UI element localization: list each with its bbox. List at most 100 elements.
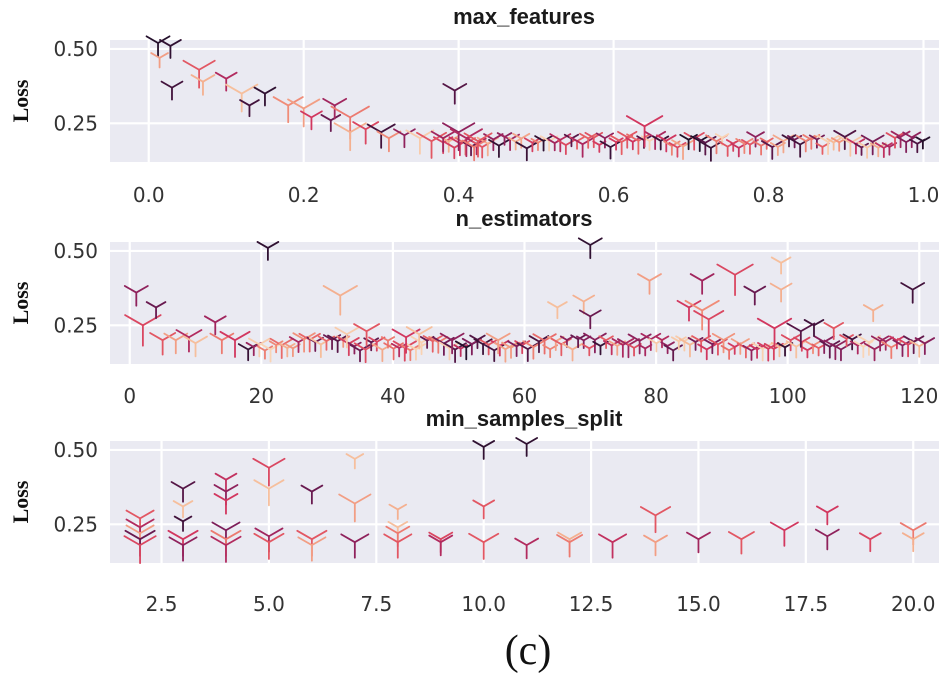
data-point	[595, 132, 615, 149]
data-point	[405, 343, 426, 361]
data-point	[727, 531, 755, 555]
data-point	[183, 335, 208, 358]
data-point	[870, 335, 890, 352]
data-point	[334, 326, 360, 349]
panel-title: min_samples_split	[426, 406, 624, 431]
data-point	[472, 440, 496, 460]
data-point	[287, 98, 321, 128]
data-point	[322, 285, 358, 316]
data-point	[170, 481, 196, 503]
x-tick-label: 0.2	[288, 183, 320, 207]
data-point	[145, 35, 171, 58]
plot-area	[110, 40, 939, 162]
data-point	[383, 342, 404, 361]
data-point	[770, 256, 792, 275]
data-point	[572, 294, 596, 315]
data-point	[345, 453, 365, 470]
data-point	[213, 493, 239, 515]
data-point	[578, 309, 602, 330]
data-point	[637, 273, 662, 295]
y-tick-label: 0.50	[53, 438, 98, 462]
x-tick-label: 10.0	[461, 592, 506, 616]
data-point	[684, 299, 720, 331]
figure-caption: (c)	[505, 628, 552, 674]
n-estimators-panel: 0 20 40 60 80 100 120 0.25 0.50 n_estimators Lo…	[8, 206, 939, 408]
data-point	[914, 337, 936, 356]
data-point	[210, 535, 242, 563]
data-point	[300, 484, 324, 505]
data-point	[515, 437, 538, 457]
data-point	[391, 328, 421, 354]
y-tick-labels: 0.25 0.50	[53, 37, 98, 135]
x-tick-label: 40	[380, 384, 405, 408]
x-tick-labels: 0 20 40 60 80 100 120	[123, 384, 938, 408]
data-point	[842, 333, 862, 351]
x-tick-labels: 0.0 0.2 0.4 0.6 0.8 1.0	[133, 183, 940, 207]
data-point	[383, 533, 413, 559]
data-point	[757, 342, 780, 362]
data-point	[857, 141, 877, 159]
data-point	[760, 140, 784, 160]
data-point	[442, 122, 476, 152]
data-point	[256, 241, 280, 261]
data-point	[333, 122, 367, 152]
data-point	[327, 334, 349, 354]
data-point	[300, 110, 323, 131]
data-point	[225, 83, 259, 113]
data-markers	[123, 237, 936, 364]
data-point	[473, 338, 493, 356]
data-point	[625, 115, 664, 148]
x-tick-label: 20.0	[891, 592, 936, 616]
data-point	[123, 535, 157, 565]
y-tick-label: 0.25	[53, 111, 98, 135]
data-point	[839, 334, 854, 348]
data-point	[769, 282, 793, 303]
data-point	[689, 273, 715, 295]
x-tick-label: 12.5	[569, 592, 614, 616]
data-point	[643, 534, 668, 557]
data-point	[203, 315, 227, 336]
data-point	[124, 314, 162, 347]
data-point	[663, 344, 683, 362]
data-point	[428, 534, 454, 557]
panel-title: n_estimators	[456, 206, 593, 231]
data-point	[416, 131, 448, 159]
x-tick-label: 15.0	[676, 592, 721, 616]
data-point	[239, 99, 260, 118]
data-point	[405, 326, 433, 350]
data-point	[159, 39, 182, 59]
data-point	[380, 336, 396, 349]
data-point	[557, 139, 575, 156]
x-tick-label: 80	[643, 384, 668, 408]
data-point	[253, 532, 285, 560]
data-point	[190, 74, 216, 96]
data-point	[686, 531, 711, 554]
data-point	[577, 237, 603, 260]
data-point	[253, 479, 285, 507]
data-point	[173, 515, 193, 532]
data-point	[900, 282, 926, 304]
data-point	[419, 335, 435, 349]
data-point	[168, 536, 198, 562]
data-point	[830, 343, 852, 362]
y-tick-label: 0.50	[53, 239, 98, 263]
data-point	[815, 505, 839, 526]
data-point	[160, 80, 184, 101]
data-point	[366, 123, 396, 149]
x-tick-label: 60	[512, 384, 537, 408]
data-point	[439, 332, 465, 355]
max-features-panel: 0.0 0.2 0.4 0.6 0.8 1.0 0.25 0.50 max_features…	[8, 4, 939, 207]
data-point	[463, 132, 493, 158]
data-point	[627, 333, 652, 355]
data-point	[353, 323, 381, 347]
data-point	[708, 338, 728, 356]
data-point	[468, 532, 500, 560]
x-tick-label: 0.6	[598, 183, 630, 207]
x-tick-label: 5.0	[253, 592, 285, 616]
x-tick-label: 100	[769, 384, 807, 408]
min-samples-split-panel: 2.5 5.0 7.5 10.0 12.5 15.0 17.5 20.0 0.25 0.50 m…	[8, 406, 939, 616]
y-axis-label: Loss	[8, 480, 33, 523]
x-tick-label: 0	[123, 384, 136, 408]
data-point	[639, 506, 672, 534]
